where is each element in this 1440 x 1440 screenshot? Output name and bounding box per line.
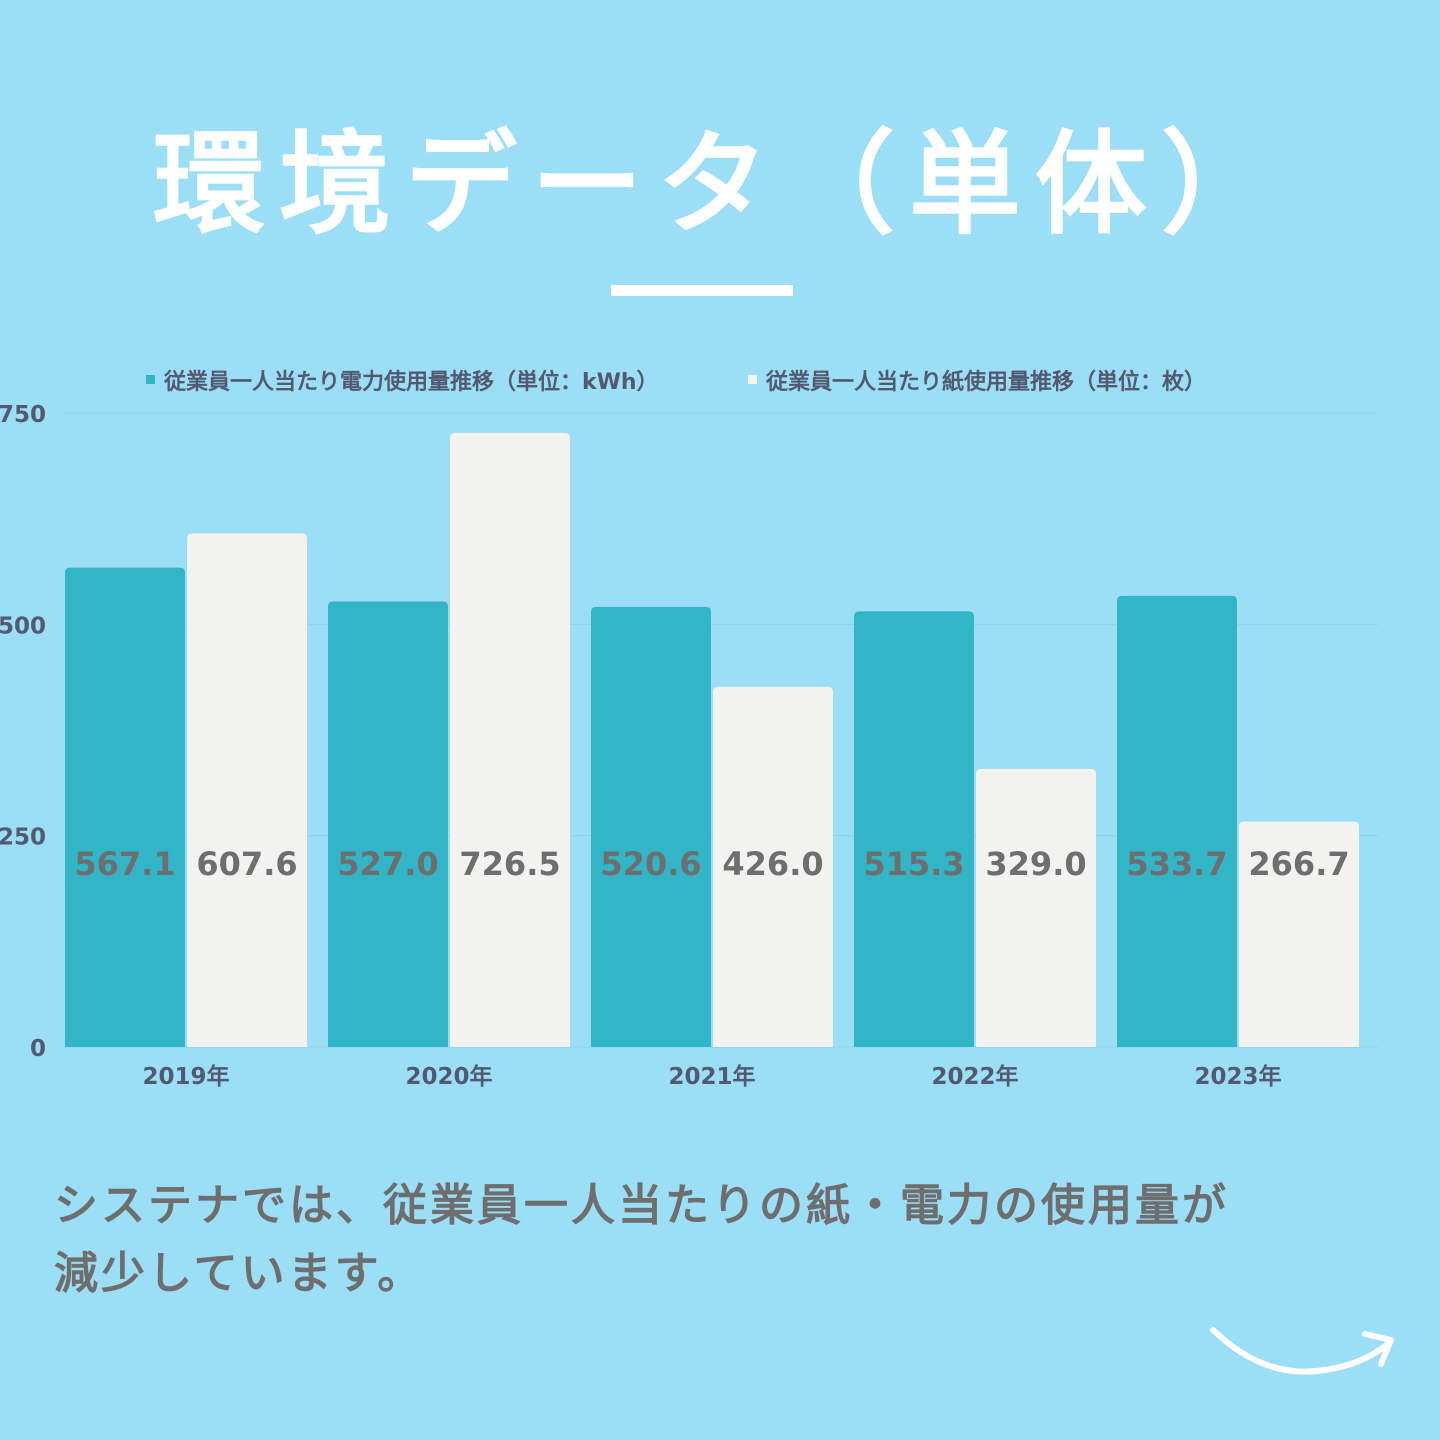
page-title: 環境データ（単体） [153,120,1287,250]
bar-electricity [591,606,711,1047]
data-label: 607.6 [196,845,297,883]
data-label: 533.7 [1126,845,1227,883]
x-tick-label: 2023年 [1194,1063,1281,1090]
legend-label-electricity: 従業員一人当たり電力使用量推移（単位：kWh） [163,369,659,395]
bar-paper [976,768,1096,1047]
title-underline [611,285,793,296]
y-tick-label: 250 [0,825,46,851]
bar-paper [713,686,833,1047]
x-tick-label: 2022年 [931,1063,1018,1090]
data-label: 567.1 [74,845,175,883]
caption: システナでは、従業員一人当たりの紙・電力の使用量が 減少しています。 [54,1172,1354,1308]
caption-line-1: システナでは、従業員一人当たりの紙・電力の使用量が [54,1180,1229,1231]
x-tick-label: 2020年 [405,1063,492,1090]
bar-electricity [65,567,185,1047]
data-label: 520.6 [600,845,701,883]
x-tick-label: 2019年 [142,1063,229,1090]
data-label: 726.5 [459,845,560,883]
data-label: 515.3 [863,845,964,883]
bar-electricity [1117,595,1237,1047]
legend-swatch-electricity [146,375,155,384]
data-label: 426.0 [722,845,823,883]
curved-arrow-right-icon[interactable] [1205,1320,1405,1390]
legend-label-paper: 従業員一人当たり紙使用量推移（単位：枚） [765,369,1206,395]
y-tick-label: 750 [0,402,46,428]
data-label: 266.7 [1248,845,1349,883]
legend: 従業員一人当たり電力使用量推移（単位：kWh） 従業員一人当たり紙使用量推移（単… [146,369,1206,395]
x-tick-label: 2021年 [668,1063,755,1090]
y-tick-label: 0 [30,1036,46,1062]
data-label: 329.0 [985,845,1086,883]
bar-paper [187,533,307,1047]
bar-paper [450,432,570,1047]
bar-electricity [854,611,974,1047]
bar-paper [1239,821,1359,1047]
data-label: 527.0 [337,845,438,883]
bar-chart: 従業員一人当たり電力使用量推移（単位：kWh） 従業員一人当たり紙使用量推移（単… [0,369,1378,1090]
legend-swatch-paper [748,375,757,384]
caption-line-2: 減少しています。 [54,1248,425,1299]
y-tick-label: 500 [0,613,46,639]
bar-electricity [328,601,448,1047]
